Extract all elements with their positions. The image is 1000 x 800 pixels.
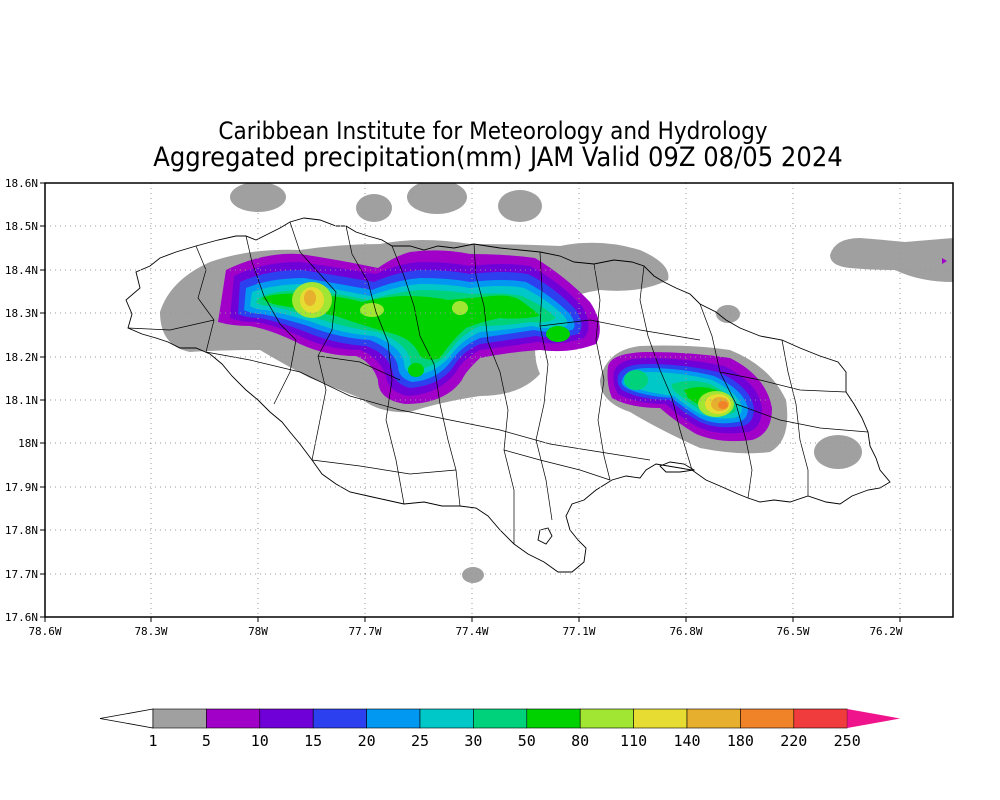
colorbar-swatch	[473, 708, 528, 729]
x-tick-label: 77.4W	[455, 625, 488, 638]
x-tick-label: 76.2W	[869, 625, 902, 638]
x-tick-label: 78W	[248, 625, 268, 638]
y-axis: 18.6N 18.5N 18.4N 18.3N 18.2N 18.1N 18N …	[5, 177, 45, 624]
y-tick-label: 17.6N	[5, 611, 38, 624]
colorbar-swatch	[206, 708, 261, 729]
x-tick-label: 78.3W	[134, 625, 167, 638]
y-tick-label: 18.4N	[5, 264, 38, 277]
y-tick-label: 17.9N	[5, 481, 38, 494]
colorbar-level-label: 30	[464, 732, 482, 750]
x-axis: 78.6W 78.3W 78W 77.7W 77.4W 77.1W 76.8W …	[28, 617, 903, 638]
y-tick-label: 18.2N	[5, 351, 38, 364]
precipitation-field	[160, 183, 953, 583]
x-tick-label: 77.1W	[562, 625, 595, 638]
map-panel	[45, 183, 953, 617]
colorbar-upper-arrow	[847, 709, 901, 728]
y-tick-label: 18.6N	[5, 177, 38, 190]
coastline	[125, 217, 891, 573]
colorbar-legend: 1 5 10 15 20 25 30 50 80 110 140 180 220 250	[99, 708, 901, 750]
x-tick-label: 76.5W	[776, 625, 809, 638]
colorbar-swatch	[740, 708, 795, 729]
colorbar-level-label: 220	[780, 732, 807, 750]
colorbar-level-label: 25	[411, 732, 429, 750]
colorbar-swatch	[793, 708, 848, 729]
y-tick-label: 18N	[18, 437, 38, 450]
x-tick-label: 77.7W	[348, 625, 381, 638]
colorbar-swatch	[526, 708, 581, 729]
x-tick-label: 76.8W	[669, 625, 702, 638]
colorbar-swatch	[579, 708, 634, 729]
colorbar-level-label: 250	[834, 732, 861, 750]
colorbar-swatch	[312, 708, 367, 729]
colorbar-level-label: 5	[202, 732, 211, 750]
y-tick-label: 18.3N	[5, 307, 38, 320]
colorbar-swatch	[419, 708, 474, 729]
parish-boundaries	[127, 221, 869, 544]
y-tick-label: 17.7N	[5, 568, 38, 581]
y-tick-label: 18.1N	[5, 394, 38, 407]
colorbar-level-label: 110	[620, 732, 647, 750]
colorbar-level-label: 20	[358, 732, 376, 750]
colorbar-lower-arrow	[99, 708, 154, 729]
colorbar-swatch	[259, 708, 314, 729]
colorbar-swatch	[686, 708, 741, 729]
colorbar-level-label: 80	[571, 732, 589, 750]
institute-title: Caribbean Institute for Meteorology and …	[218, 117, 767, 145]
colorbar-level-label: 180	[727, 732, 754, 750]
colorbar-level-label: 15	[304, 732, 322, 750]
colorbar-swatch	[152, 708, 207, 729]
colorbar-level-label: 140	[673, 732, 700, 750]
colorbar-level-label: 50	[518, 732, 536, 750]
colorbar-level-label: 10	[251, 732, 269, 750]
x-tick-label: 78.6W	[28, 625, 61, 638]
colorbar-swatch	[366, 708, 421, 729]
map-title: Aggregated precipitation(mm) JAM Valid 0…	[153, 142, 842, 173]
colorbar-level-label: 1	[148, 732, 157, 750]
y-tick-label: 17.8N	[5, 524, 38, 537]
colorbar-swatch	[633, 708, 688, 729]
y-tick-label: 18.5N	[5, 220, 38, 233]
